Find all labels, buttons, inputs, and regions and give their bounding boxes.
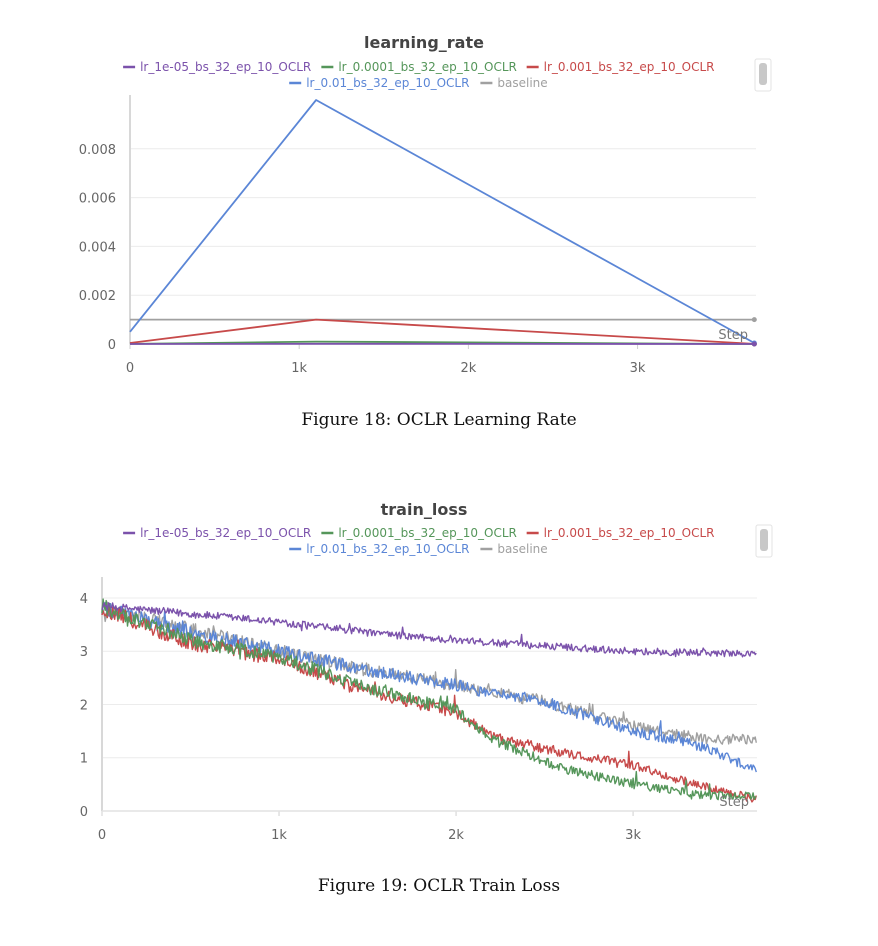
y-tick-label: 0 [80,805,88,820]
y-tick-label: 4 [80,592,88,607]
y-tick-label: 1 [80,752,88,767]
y-tick-label: 3 [80,645,88,660]
legend-item-lr-0-01-bs-32-ep-10-oclr: lr_0.01_bs_32_ep_10_OCLR [289,76,469,90]
series-line-lr-0-01-bs-32-ep-10-oclr [129,99,755,344]
legend-label: lr_0.001_bs_32_ep_10_OCLR [544,60,715,74]
x-axis-label: Step [718,328,748,343]
y-tick-label: 0.006 [79,192,116,207]
y-tick-label: 0.002 [79,289,116,304]
legend-scroll-track [755,524,773,558]
series-line-lr-0-01-bs-32-ep-10-oclr [101,602,757,773]
legend-item-lr-0-001-bs-32-ep-10-oclr: lr_0.001_bs_32_ep_10_OCLR [526,526,715,540]
chart-title: train_loss [381,500,468,519]
series-line-lr-1e-05-bs-32-ep-10-oclr [101,602,757,658]
x-tick-label: 1k [271,828,287,843]
y-tick-label: 0.008 [79,143,116,158]
legend-label: lr_0.01_bs_32_ep_10_OCLR [306,542,469,556]
legend-label: baseline [497,542,547,556]
legend-item-lr-0-0001-bs-32-ep-10-oclr: lr_0.0001_bs_32_ep_10_OCLR [321,60,517,74]
legend-item-lr-0-0001-bs-32-ep-10-oclr: lr_0.0001_bs_32_ep_10_OCLR [321,526,517,540]
x-tick-label: 3k [630,361,646,376]
x-tick-label: 0 [126,361,134,376]
legend-label: lr_0.001_bs_32_ep_10_OCLR [544,526,715,540]
figure-train-loss: train_loss lr_1e-05_bs_32_ep_10_OCLR lr_0.… [0,470,878,946]
legend-label: lr_1e-05_bs_32_ep_10_OCLR [140,60,311,74]
legend-label: lr_1e-05_bs_32_ep_10_OCLR [140,526,311,540]
legend-item-lr-1e-05-bs-32-ep-10-oclr: lr_1e-05_bs_32_ep_10_OCLR [123,526,311,540]
legend-label: baseline [497,76,547,90]
legend-label: lr_0.0001_bs_32_ep_10_OCLR [338,526,517,540]
y-tick-label: 0.004 [79,240,116,255]
legend-scrollbar [760,529,768,551]
series-end-point-baseline [751,317,757,323]
x-axis-label: Step [719,795,749,810]
legend-item-lr-1e-05-bs-32-ep-10-oclr: lr_1e-05_bs_32_ep_10_OCLR [123,60,311,74]
series-line-baseline [101,601,757,745]
figure-18-caption: Figure 18: OCLR Learning Rate [301,410,577,430]
x-tick-label: 1k [291,361,307,376]
x-tick-label: 3k [625,828,641,843]
series-line-lr-0-0001-bs-32-ep-10-oclr [101,598,757,801]
figure-19-caption: Figure 19: OCLR Train Loss [317,876,561,896]
legend-scrollbar [759,63,767,85]
legend-item-lr-0-01-bs-32-ep-10-oclr: lr_0.01_bs_32_ep_10_OCLR [289,542,469,556]
legend-item-lr-0-001-bs-32-ep-10-oclr: lr_0.001_bs_32_ep_10_OCLR [526,60,715,74]
series-end-point-lr-1e-05-bs-32-ep-10-oclr [751,341,757,347]
x-tick-label: 2k [460,361,476,376]
y-tick-label: 2 [80,698,88,713]
x-tick-label: 2k [448,828,464,843]
series-line-lr-0-001-bs-32-ep-10-oclr [129,318,755,345]
legend-item-baseline: baseline [480,542,548,556]
x-tick-label: 0 [98,828,106,843]
figure-learning-rate: learning_rate lr_1e-05_bs_32_ep_10_OCLR lr… [0,0,878,470]
legend-label: lr_0.0001_bs_32_ep_10_OCLR [338,60,517,74]
y-tick-label: 0 [108,338,116,353]
legend-label: lr_0.01_bs_32_ep_10_OCLR [306,76,469,90]
legend-scroll-track [754,58,772,92]
legend-item-baseline: baseline [480,76,548,90]
train-loss-chart: train_loss lr_1e-05_bs_32_ep_10_OCLR lr_0.… [80,500,773,843]
chart-title: learning_rate [364,33,484,52]
